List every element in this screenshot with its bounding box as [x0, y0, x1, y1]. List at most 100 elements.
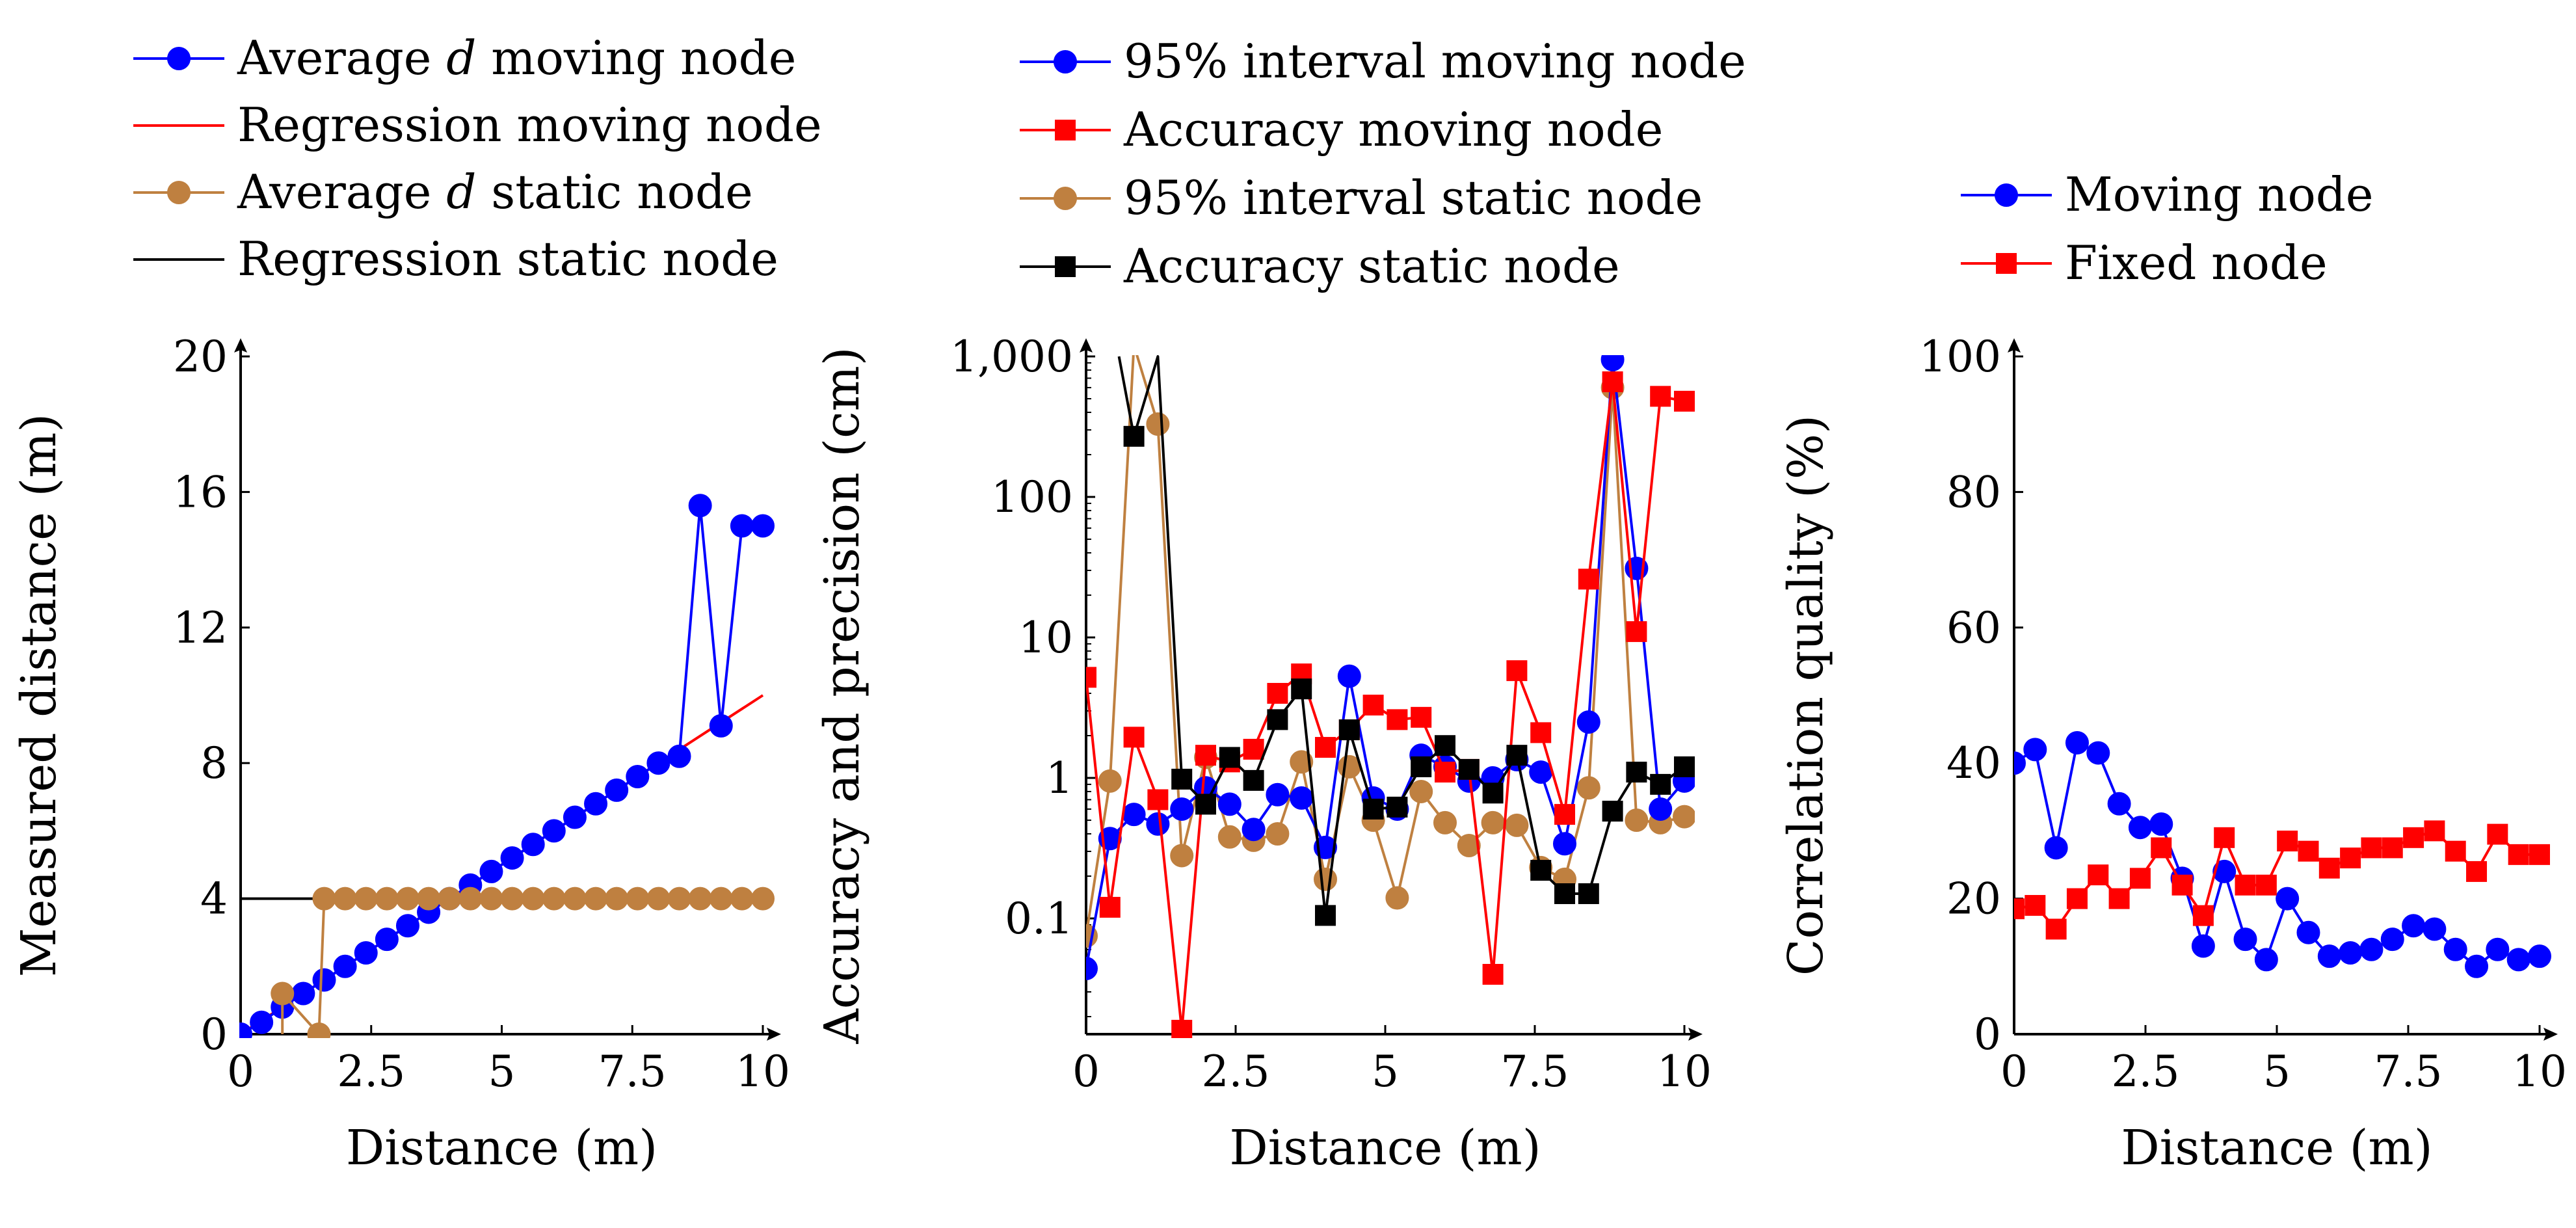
series-line	[1086, 380, 1685, 1032]
data-point	[417, 887, 441, 911]
legend-1: Average d moving node Regression moving n…	[133, 31, 822, 286]
legend-swatch-marker	[1055, 256, 1076, 277]
axes: 0 2.5 5 7.5 10 0 4 8 12 16 20	[173, 332, 790, 1097]
data-point	[2487, 823, 2508, 845]
data-point	[542, 887, 566, 911]
x-tick-label: 7.5	[2374, 1047, 2443, 1097]
x-tick-label: 0	[1072, 1047, 1100, 1097]
data-point	[751, 887, 775, 911]
data-point	[1674, 390, 1695, 412]
data-point	[2065, 730, 2089, 754]
legend-label: 95% interval moving node	[1124, 34, 1746, 88]
chart-1: 0 2.5 5 7.5 10 0 4 8 12 16 20 Distance (m) Measured …	[11, 332, 790, 1176]
data-point	[307, 1022, 331, 1038]
data-point	[1314, 867, 1337, 891]
legend-label: 95% interval static node	[1124, 170, 1703, 225]
y-tick-label: 100	[991, 472, 1073, 522]
legend-label: Average d moving node	[237, 31, 796, 85]
data-point	[2025, 895, 2046, 916]
data-point	[2506, 948, 2530, 972]
data-point	[1529, 760, 1553, 784]
data-point	[1123, 727, 1145, 748]
data-point	[1146, 812, 1170, 836]
data-point	[1266, 821, 1290, 846]
data-point	[1409, 779, 1433, 803]
x-tick-label: 0	[227, 1047, 254, 1097]
legend-entry: Average d moving node	[133, 31, 796, 85]
legend-entry: Regression moving node	[133, 98, 822, 152]
data-point	[1219, 747, 1240, 768]
data-point	[1649, 797, 1673, 821]
data-point	[1195, 794, 1216, 815]
legend-entry: Accuracy static node	[1020, 239, 1620, 293]
data-point	[1362, 695, 1384, 716]
data-point	[542, 819, 566, 843]
data-point	[751, 514, 775, 538]
series-95-interval-static-node	[1086, 355, 1695, 948]
y-tick-label: 0	[1974, 1009, 2001, 1060]
x-tick-label: 2.5	[337, 1047, 405, 1097]
y-axis-label: Correlation quality (%)	[1778, 415, 1834, 976]
data-point	[2403, 827, 2424, 848]
y-tick-label: 40	[1946, 738, 2001, 788]
x-tick-label: 7.5	[1501, 1047, 1569, 1097]
series-average-d-moving-node	[239, 494, 775, 1038]
legend-entry: Accuracy moving node	[1020, 102, 1663, 157]
data-point	[2276, 887, 2300, 911]
y-tick-label: 0.1	[1005, 894, 1073, 944]
data-point	[2108, 888, 2130, 909]
y-tick-label: 1	[1046, 753, 1073, 803]
legend-label: Average d static node	[237, 165, 753, 219]
data-point	[1123, 425, 1145, 447]
data-point	[1576, 776, 1600, 800]
data-point	[1530, 722, 1552, 743]
data-point	[521, 887, 545, 911]
data-point	[1266, 782, 1290, 807]
data-point	[667, 887, 691, 911]
data-point	[2508, 844, 2529, 865]
legend-3: Moving node Fixed node	[1961, 167, 2374, 290]
y-tick-label: 16	[173, 467, 228, 517]
legend-entry: Regression static node	[133, 232, 778, 286]
data-point	[458, 887, 483, 911]
data-point	[1553, 832, 1576, 856]
data-point	[626, 887, 650, 911]
data-point	[1362, 798, 1384, 820]
data-point	[1337, 664, 1361, 688]
data-point	[333, 954, 357, 978]
data-point	[395, 887, 419, 911]
data-point	[1411, 706, 1432, 728]
data-point	[688, 887, 712, 911]
data-point	[291, 981, 315, 1006]
data-point	[2214, 827, 2235, 848]
data-point	[1385, 886, 1409, 910]
data-point	[1338, 719, 1360, 741]
data-point	[2254, 948, 2278, 972]
data-point	[1195, 745, 1216, 766]
data-point	[1171, 768, 1193, 790]
x-axis-arrow	[1688, 1028, 1703, 1041]
data-point	[2486, 937, 2510, 961]
legend-swatch-marker	[1054, 187, 1077, 210]
chart-2: 0 2.5 5 7.5 10 0.1 1 10 100 1,000 Distance (m) Accu…	[814, 332, 1712, 1176]
data-point	[1086, 957, 1098, 981]
data-point	[2339, 941, 2363, 965]
series-average-d-static-node	[271, 887, 775, 1038]
data-point	[2255, 874, 2277, 896]
data-point	[1673, 805, 1695, 829]
data-point	[2529, 844, 2550, 865]
data-point	[1626, 762, 1647, 783]
data-point	[605, 778, 629, 802]
y-tick-label: 80	[1946, 467, 2001, 517]
data-point	[2298, 840, 2319, 862]
legend-label: Accuracy static node	[1123, 239, 1620, 293]
y-tick-label: 1,000	[950, 332, 1073, 382]
data-point	[1387, 796, 1408, 818]
data-point	[2045, 918, 2067, 940]
data-point	[1147, 789, 1169, 810]
data-point	[2528, 944, 2551, 968]
data-point	[479, 859, 503, 883]
data-point	[2296, 920, 2320, 944]
data-point	[605, 887, 629, 911]
